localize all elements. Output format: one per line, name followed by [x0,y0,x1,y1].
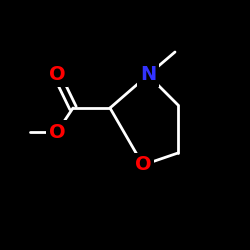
Text: O: O [49,122,65,142]
Text: O: O [49,66,65,84]
Text: O: O [135,156,151,174]
Text: N: N [140,66,156,84]
